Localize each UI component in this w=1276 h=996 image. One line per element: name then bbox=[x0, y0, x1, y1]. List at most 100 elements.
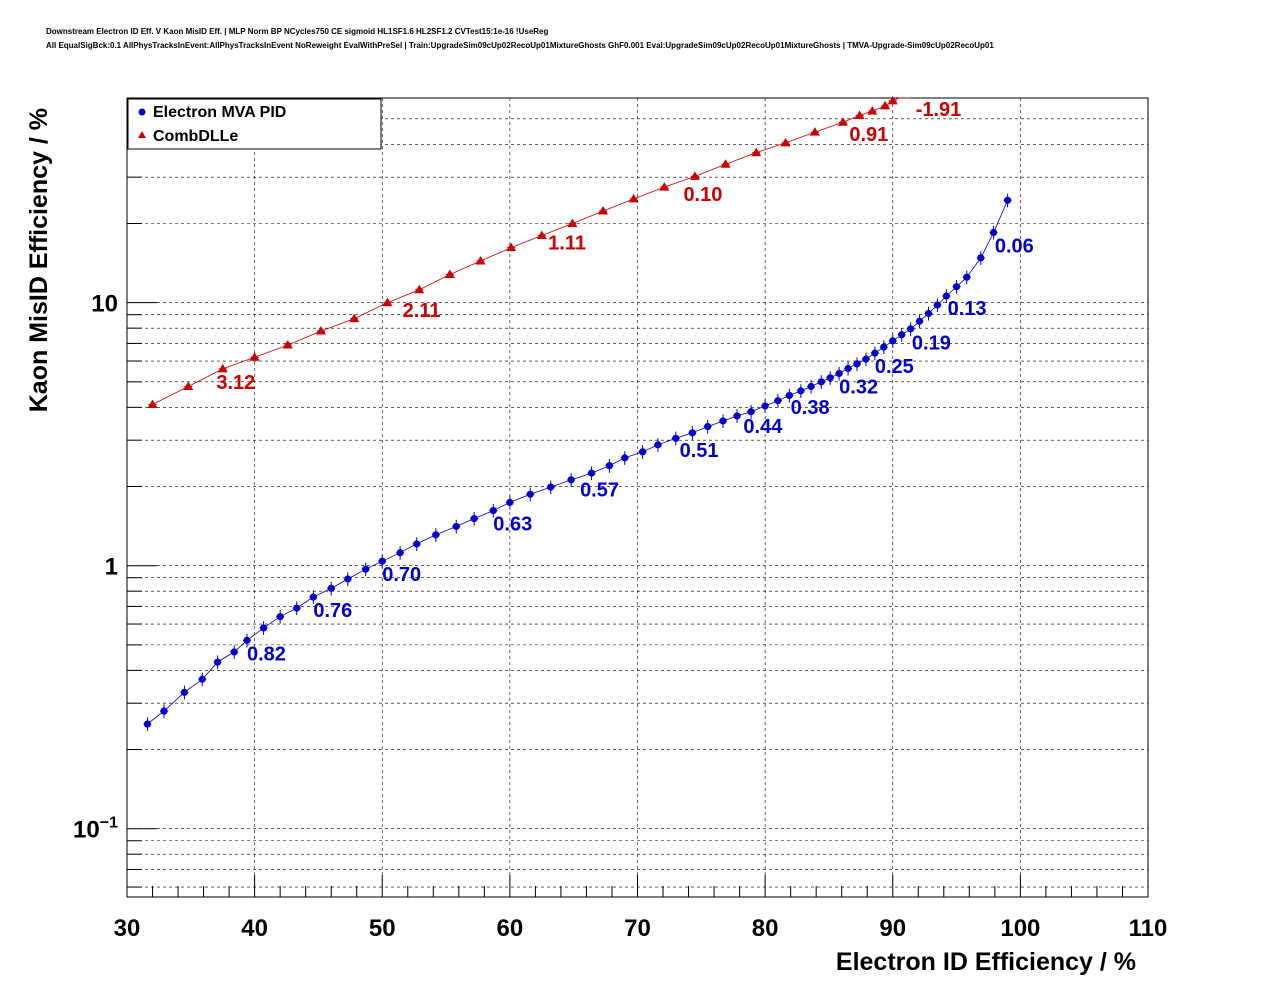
data-point bbox=[733, 412, 741, 420]
x-tick-label: 40 bbox=[241, 915, 268, 942]
data-point bbox=[689, 171, 700, 180]
cut-value-label: 0.38 bbox=[791, 397, 830, 419]
cut-value-label: 0.70 bbox=[382, 564, 421, 586]
cut-value-label: 1.11 bbox=[548, 232, 586, 254]
data-point bbox=[952, 283, 961, 291]
data-point bbox=[327, 584, 335, 592]
data-point bbox=[198, 675, 206, 683]
cut-value-label: 0.13 bbox=[948, 298, 987, 320]
cut-value-label: 0.76 bbox=[313, 600, 352, 622]
cut-value-label: 0.25 bbox=[875, 356, 914, 378]
legend-entry-combdlle: CombDLLe bbox=[153, 128, 238, 145]
x-tick-label: 50 bbox=[369, 915, 396, 942]
data-point bbox=[780, 137, 791, 147]
data-point bbox=[444, 269, 455, 278]
data-point bbox=[1004, 196, 1012, 204]
data-point bbox=[774, 397, 782, 405]
data-point bbox=[349, 313, 360, 323]
x-axis-label: Electron ID Efficiency / % bbox=[836, 948, 1136, 976]
data-point bbox=[837, 117, 848, 126]
x-tick-label: 60 bbox=[497, 915, 524, 942]
data-point bbox=[276, 613, 284, 621]
data-point bbox=[282, 340, 293, 349]
data-point bbox=[489, 506, 497, 515]
y-axis-label: Kaon MisID Efficiency / % bbox=[25, 108, 53, 412]
legend-entry-electron-mva: Electron MVA PID bbox=[153, 104, 286, 121]
data-point bbox=[243, 636, 251, 644]
data-point bbox=[567, 476, 575, 484]
legend-marker-combdlle bbox=[138, 131, 146, 138]
data-point bbox=[230, 648, 238, 656]
data-point bbox=[506, 498, 514, 507]
y-tick-label: 1 bbox=[105, 554, 118, 581]
data-point bbox=[147, 399, 158, 409]
data-point bbox=[889, 337, 897, 345]
cut-value-label: 0.19 bbox=[912, 333, 951, 355]
data-point bbox=[924, 309, 933, 318]
data-point bbox=[977, 254, 985, 262]
data-point bbox=[785, 391, 793, 400]
data-point bbox=[887, 95, 898, 105]
data-point bbox=[249, 352, 260, 361]
data-point bbox=[854, 110, 865, 119]
data-point bbox=[378, 557, 386, 565]
data-point bbox=[751, 147, 762, 157]
data-point bbox=[598, 206, 609, 215]
data-point bbox=[470, 515, 478, 523]
data-point bbox=[396, 549, 404, 557]
data-point bbox=[826, 374, 834, 382]
x-tick-label: 30 bbox=[114, 915, 141, 942]
data-point bbox=[160, 707, 168, 715]
data-point bbox=[605, 462, 614, 470]
cut-value-label: 0.32 bbox=[839, 376, 878, 398]
data-point bbox=[915, 317, 924, 325]
cut-value-label: -1.91 bbox=[916, 99, 962, 121]
data-point bbox=[747, 408, 755, 416]
data-point bbox=[344, 575, 352, 583]
data-point bbox=[259, 624, 268, 632]
data-point bbox=[807, 382, 815, 391]
data-point bbox=[639, 448, 647, 456]
data-point bbox=[414, 284, 425, 294]
data-point bbox=[688, 429, 696, 437]
series-layer bbox=[143, 95, 1012, 732]
x-tick-label: 80 bbox=[752, 915, 779, 942]
data-point bbox=[293, 604, 301, 612]
data-point bbox=[621, 454, 629, 462]
data-point bbox=[880, 343, 888, 351]
data-point bbox=[413, 540, 421, 548]
data-point bbox=[659, 182, 670, 191]
data-point bbox=[835, 369, 843, 378]
x-tick-label: 110 bbox=[1129, 915, 1168, 942]
data-point bbox=[628, 193, 639, 203]
data-point bbox=[180, 688, 189, 696]
data-point bbox=[309, 593, 317, 601]
data-point bbox=[853, 360, 861, 368]
data-point bbox=[475, 256, 486, 265]
cut-value-label: 0.63 bbox=[493, 514, 532, 536]
data-point bbox=[880, 100, 891, 110]
data-point bbox=[933, 301, 942, 309]
y-tick-label: 10−1 bbox=[73, 815, 118, 844]
data-point bbox=[761, 402, 769, 410]
data-point bbox=[183, 381, 194, 391]
data-point bbox=[704, 422, 712, 431]
grid bbox=[127, 97, 1148, 897]
data-point bbox=[526, 490, 534, 498]
data-point bbox=[143, 720, 152, 728]
data-point bbox=[547, 483, 555, 491]
x-tick-label: 70 bbox=[624, 915, 651, 942]
data-point bbox=[362, 565, 370, 573]
cut-value-label: 0.57 bbox=[580, 480, 619, 502]
data-point bbox=[217, 363, 228, 373]
cut-value-label: 0.82 bbox=[247, 643, 286, 665]
data-point bbox=[817, 378, 825, 386]
data-point bbox=[719, 417, 727, 425]
y-tick-label: 10 bbox=[91, 291, 118, 318]
data-point bbox=[871, 349, 879, 357]
legend-box bbox=[127, 98, 382, 150]
x-tick-label: 90 bbox=[879, 915, 906, 942]
cut-value-label: 0.44 bbox=[743, 416, 783, 438]
